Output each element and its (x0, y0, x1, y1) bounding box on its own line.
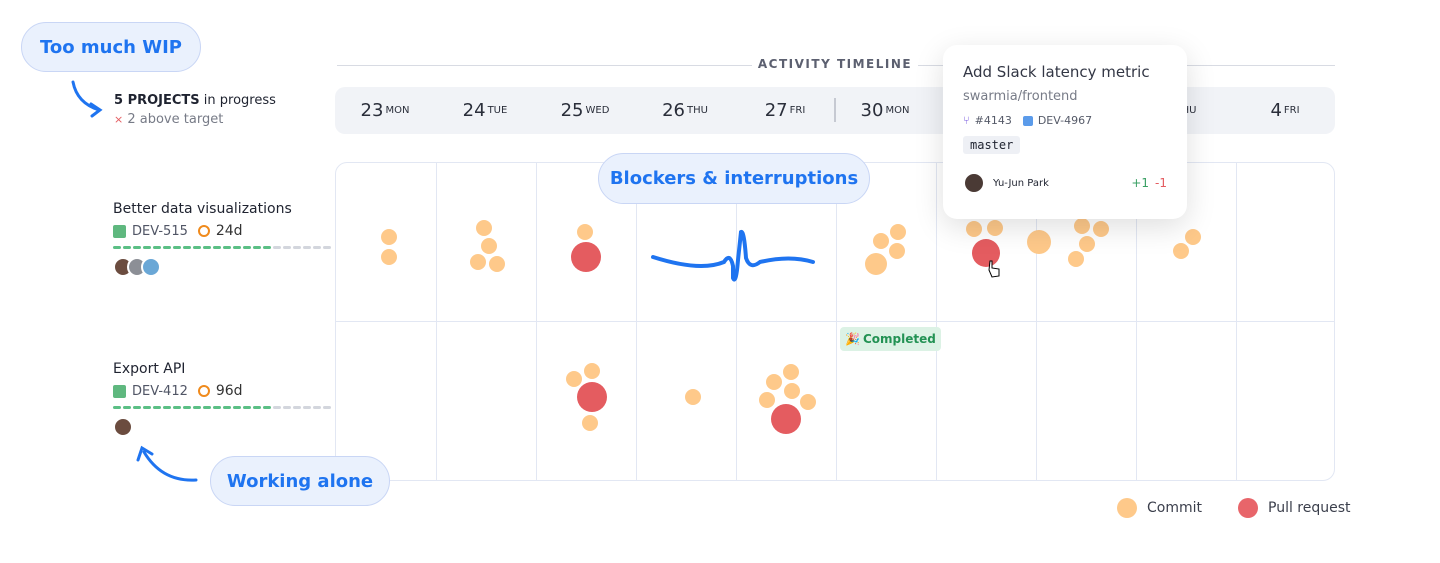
commit-dot[interactable] (381, 249, 397, 265)
pull-request-dot[interactable] (571, 242, 601, 272)
in-progress-icon (197, 225, 210, 237)
commit-dot[interactable] (566, 371, 582, 387)
commit-dot[interactable] (1093, 221, 1109, 237)
pr-number[interactable]: #4143 (974, 114, 1012, 127)
x-icon: × (114, 113, 124, 126)
pr-repo: swarmia/frontend (963, 89, 1078, 104)
blockers-callout: Blockers & interruptions (598, 153, 870, 204)
progress-bar (113, 246, 331, 249)
day-9: 4 FRI (1270, 100, 1300, 121)
commit-dot[interactable] (1185, 229, 1201, 245)
commit-dot[interactable] (766, 374, 782, 390)
day-0: 23 MON (360, 100, 410, 121)
avatar (141, 257, 161, 277)
project-name: Export API (113, 361, 186, 377)
commit-dot[interactable] (577, 224, 593, 240)
pr-title: Add Slack latency metric (963, 63, 1150, 81)
commit-dot[interactable] (476, 220, 492, 236)
issue-key: DEV-515 (132, 223, 188, 239)
party-icon: 🎉 (845, 332, 860, 346)
issue-key: DEV-412 (132, 383, 188, 399)
commit-dot[interactable] (582, 415, 598, 431)
author-name: Yu-Jun Park (993, 177, 1049, 189)
commit-dot[interactable] (1074, 218, 1090, 234)
avatars (113, 257, 331, 281)
commit-legend-icon (1117, 498, 1137, 518)
commit-dot[interactable] (865, 253, 887, 275)
progress-bar (113, 406, 331, 409)
lines-removed: -1 (1155, 176, 1167, 190)
bookmark-icon (113, 224, 126, 238)
pr-tooltip: Add Slack latency metric swarmia/fronten… (943, 45, 1187, 219)
commit-dot[interactable] (783, 364, 799, 380)
project-name: Better data visualizations (113, 201, 292, 217)
commit-dot[interactable] (584, 363, 600, 379)
commit-dot[interactable] (481, 238, 497, 254)
branch-label: master (963, 136, 1021, 154)
pr-legend-icon (1238, 498, 1258, 518)
arrow-icon (136, 445, 198, 482)
project-row[interactable]: Better data visualizations DEV-515 24d (113, 201, 331, 281)
bookmark-icon (113, 384, 126, 398)
day-1: 24 TUE (462, 100, 508, 121)
commit-dot[interactable] (381, 229, 397, 245)
commit-dot[interactable] (1173, 243, 1189, 259)
lines-added: +1 (1131, 176, 1150, 190)
heartbeat-line (651, 229, 815, 282)
pull-request-dot[interactable] (972, 239, 1000, 267)
avatar (963, 172, 985, 194)
day-5: 30 MON (860, 100, 910, 121)
arrow-icon (71, 80, 103, 118)
pull-request-dot[interactable] (771, 404, 801, 434)
too-much-wip-callout: Too much WIP (21, 22, 201, 72)
commit-dot[interactable] (889, 243, 905, 259)
commit-dot[interactable] (784, 383, 800, 399)
day-4: 27 FRI (764, 100, 806, 121)
issue-icon (1022, 115, 1033, 126)
wip-warning: × 2 above target (114, 112, 224, 127)
commit-dot[interactable] (1079, 236, 1095, 252)
avatars (113, 417, 331, 441)
issue-key[interactable]: DEV-4967 (1037, 114, 1093, 127)
day-3: 26 THU (662, 100, 708, 121)
pull-request-dot[interactable] (577, 382, 607, 412)
completed-badge: 🎉 Completed (840, 327, 941, 351)
commit-dot[interactable] (1068, 251, 1084, 267)
commit-dot[interactable] (800, 394, 816, 410)
commit-dot[interactable] (470, 254, 486, 270)
commit-dot[interactable] (890, 224, 906, 240)
hand-cursor-icon (988, 260, 1000, 278)
wip-summary: 5 PROJECTS in progress (114, 93, 276, 108)
week-divider (834, 98, 836, 122)
age: 24d (215, 223, 243, 239)
age: 96d (215, 383, 243, 399)
commit-dot[interactable] (489, 256, 505, 272)
pull-request-icon: ⑂ (963, 114, 970, 127)
timeline-title: ACTIVITY TIMELINE (757, 57, 913, 71)
commit-dot[interactable] (1027, 230, 1051, 254)
working-alone-callout: Working alone (210, 456, 390, 506)
legend: Commit Pull request (1117, 498, 1351, 518)
commit-dot[interactable] (987, 220, 1003, 236)
commit-dot[interactable] (685, 389, 701, 405)
day-2: 25 WED (560, 100, 610, 121)
in-progress-icon (197, 385, 210, 397)
commit-dot[interactable] (966, 221, 982, 237)
commit-dot[interactable] (873, 233, 889, 249)
avatar (113, 417, 133, 437)
commit-dot[interactable] (759, 392, 775, 408)
project-row[interactable]: Export API DEV-412 96d (113, 361, 331, 441)
